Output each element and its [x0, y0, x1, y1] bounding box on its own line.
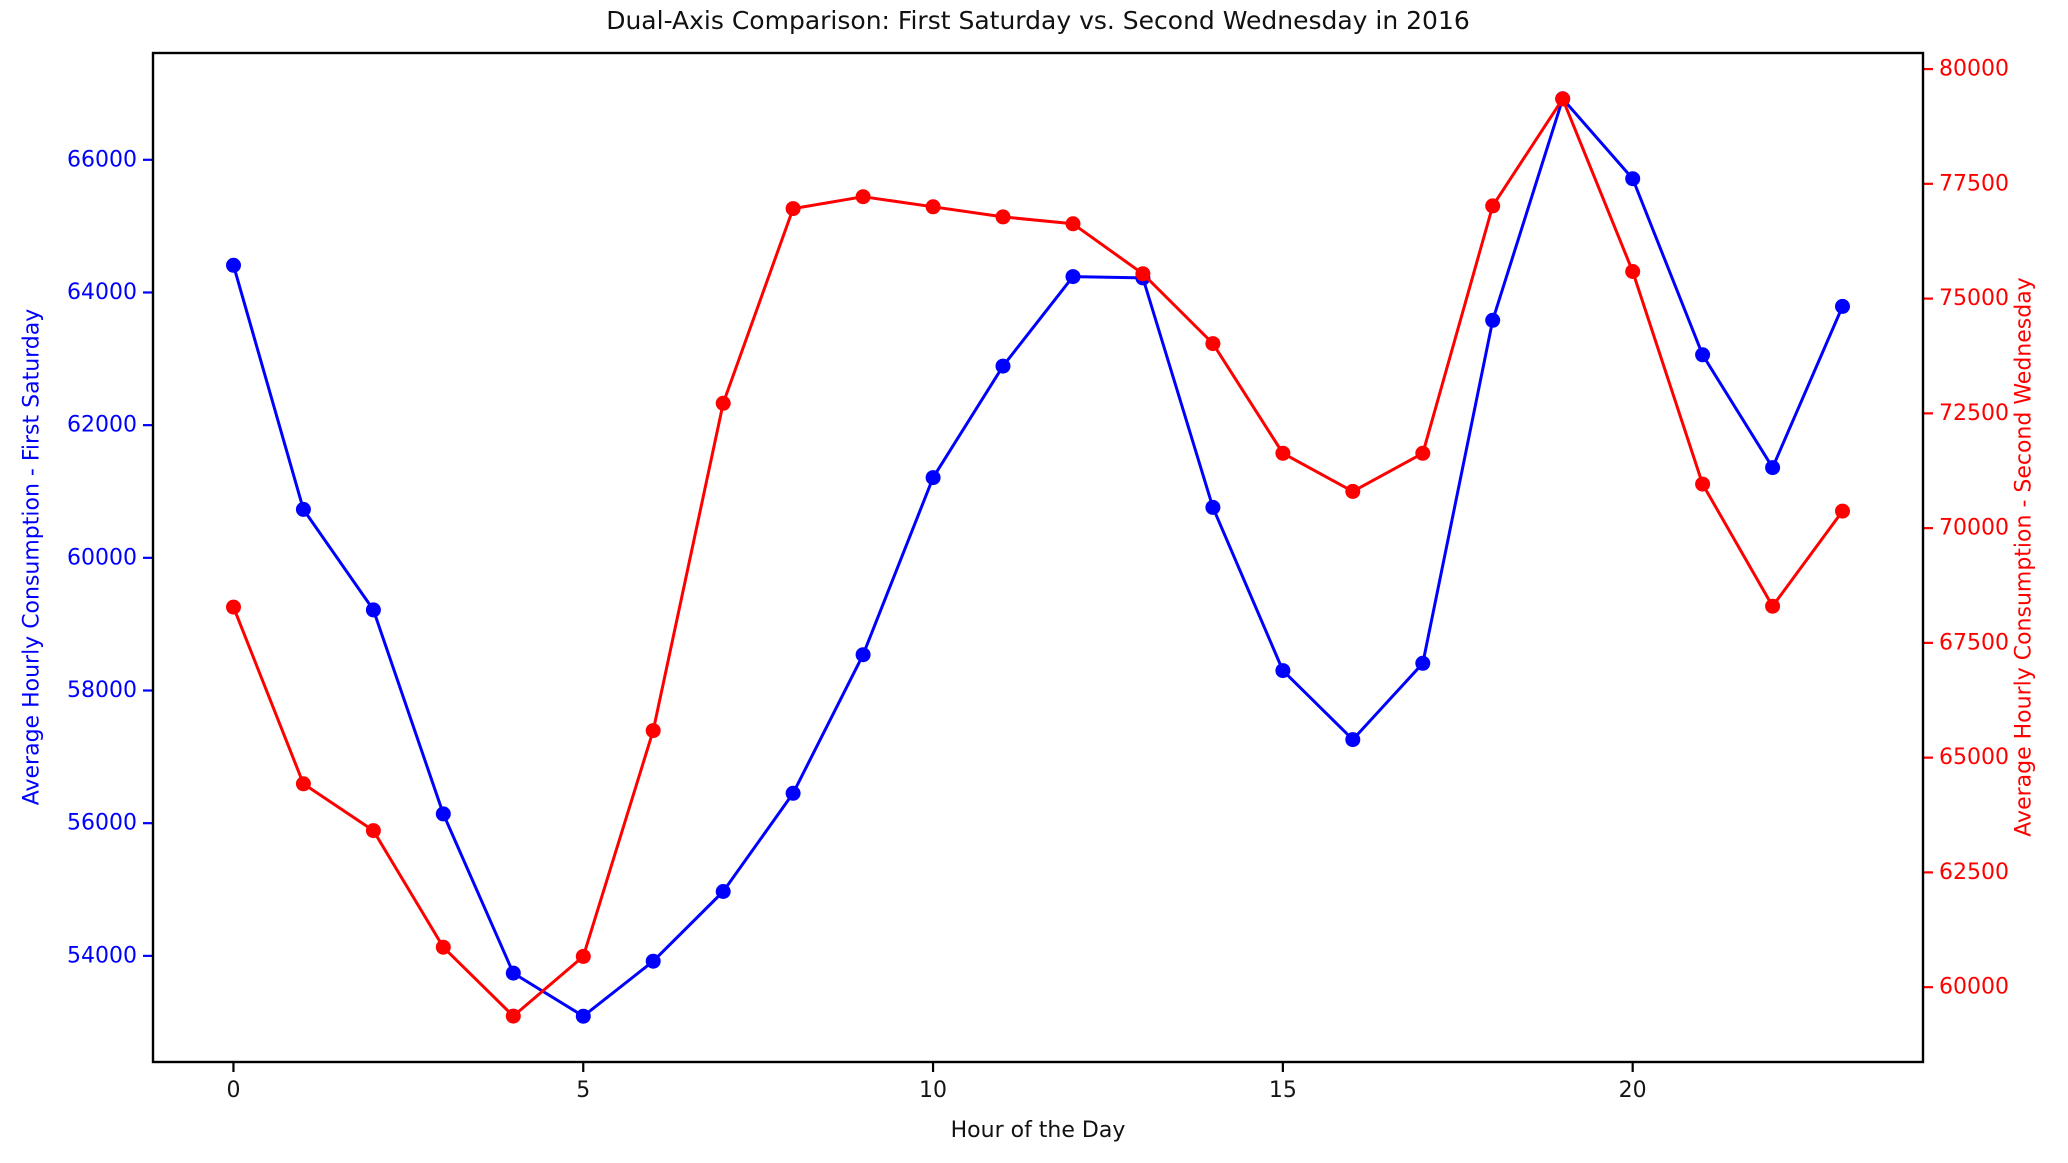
data-point-marker	[1345, 483, 1361, 499]
data-point-marker	[1065, 269, 1081, 285]
series-line	[232, 97, 1844, 1018]
right-tick-label: 75000	[1939, 286, 2009, 311]
data-point-marker	[715, 884, 731, 899]
data-point-marker	[1695, 476, 1711, 492]
data-point-marker	[505, 1008, 521, 1024]
data-point-marker	[1275, 445, 1291, 461]
data-point-marker	[1485, 198, 1501, 214]
data-point-marker	[575, 1008, 591, 1024]
series-line	[232, 97, 1844, 1018]
left-tick-label: 66000	[67, 147, 137, 172]
plot-border	[151, 51, 1925, 1064]
data-point-marker	[226, 599, 241, 615]
left-axis-ticks: 54000 56000 58000 60000 62000 64000 66000	[67, 147, 153, 968]
data-point-marker	[715, 395, 731, 411]
x-tick-label: 5	[576, 1078, 590, 1103]
left-tick-label: 62000	[67, 413, 137, 438]
right-tick-label: 77500	[1939, 171, 2009, 196]
left-tick-label: 58000	[67, 678, 137, 703]
data-point-marker	[1625, 171, 1641, 187]
right-tick-label: 60000	[1939, 975, 2009, 1000]
right-axis-ticks: 60000 62500 65000 67500 70000 72500 75000 77500…	[1923, 57, 2009, 1000]
data-point-marker	[365, 602, 381, 618]
x-tick-label: 10	[919, 1078, 947, 1103]
data-point-marker	[435, 939, 451, 955]
data-point-marker	[785, 785, 801, 801]
data-point-marker	[226, 257, 241, 273]
x-tick-label: 15	[1269, 1078, 1297, 1103]
data-point-marker	[575, 948, 591, 964]
data-point-marker	[1485, 312, 1501, 328]
data-point-marker	[785, 201, 801, 217]
series-first-saturday	[226, 91, 1850, 1024]
left-tick-label: 64000	[67, 280, 137, 305]
data-point-marker	[1415, 445, 1431, 461]
data-point-marker	[1345, 732, 1361, 748]
data-point-marker	[1415, 655, 1431, 671]
x-axis-label: Hour of the Day	[950, 1118, 1126, 1143]
data-point-marker	[995, 209, 1011, 225]
data-point-marker	[295, 501, 311, 517]
data-point-marker	[1835, 503, 1850, 519]
right-tick-label: 62500	[1939, 860, 2009, 885]
left-tick-label: 56000	[67, 811, 137, 836]
data-point-marker	[925, 199, 941, 215]
data-point-marker	[1695, 347, 1711, 363]
data-point-marker	[1135, 266, 1151, 282]
data-point-marker	[1275, 663, 1291, 679]
data-point-marker	[645, 953, 661, 969]
left-tick-label: 60000	[67, 545, 137, 570]
data-point-marker	[1765, 598, 1781, 614]
data-point-marker	[995, 358, 1011, 374]
right-tick-label: 65000	[1939, 745, 2009, 770]
data-point-marker	[365, 823, 381, 839]
series-second-wednesday	[226, 91, 1850, 1024]
data-point-marker	[855, 189, 871, 205]
x-tick-label: 20	[1619, 1078, 1647, 1103]
data-point-marker	[505, 965, 521, 981]
data-point-marker	[295, 776, 311, 792]
right-tick-label: 67500	[1939, 630, 2009, 655]
data-point-marker	[925, 470, 941, 486]
data-point-marker	[645, 723, 661, 739]
data-point-marker	[435, 806, 451, 822]
data-point-marker	[1625, 264, 1641, 279]
data-point-marker	[1065, 216, 1081, 232]
data-point-marker	[1205, 336, 1221, 352]
right-tick-label: 80000	[1939, 57, 2009, 82]
data-point-marker	[1765, 460, 1781, 476]
left-tick-label: 54000	[67, 943, 137, 968]
x-axis-ticks: 0 5 10 15 20	[226, 1062, 1647, 1103]
data-point-marker	[1835, 298, 1850, 314]
right-tick-label: 70000	[1939, 516, 2009, 541]
x-tick-label: 0	[226, 1078, 240, 1103]
right-tick-label: 72500	[1939, 401, 2009, 426]
chart-title: Dual-Axis Comparison: First Saturday vs.…	[606, 6, 1470, 35]
data-point-marker	[1555, 91, 1571, 107]
data-point-marker	[1205, 499, 1221, 515]
data-point-marker	[855, 647, 871, 663]
